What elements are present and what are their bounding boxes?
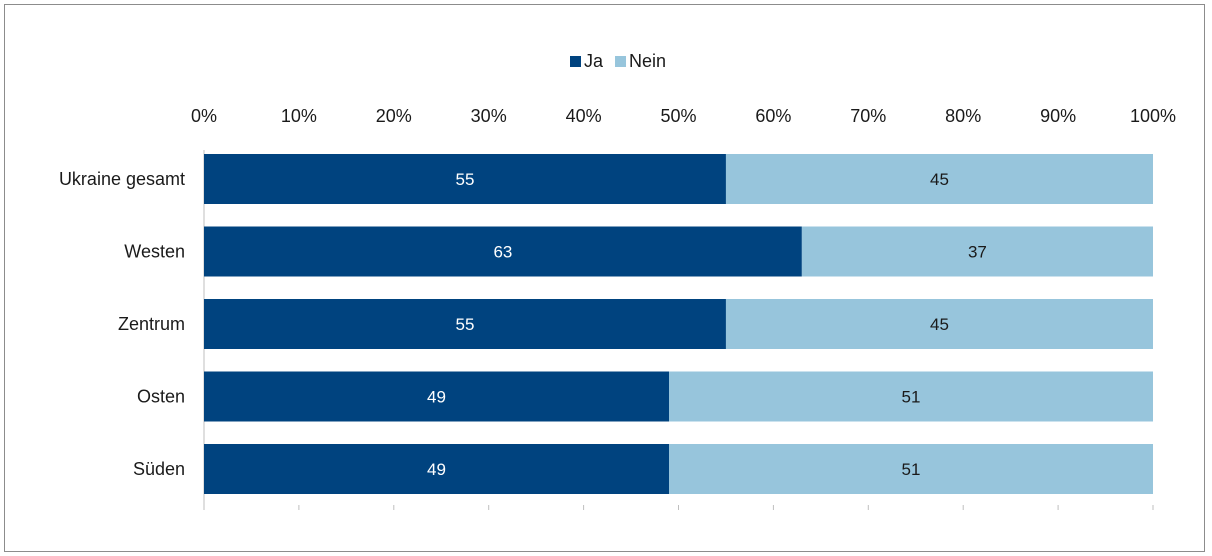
bar-value-label: 55 [456,315,475,334]
category-label: Zentrum [118,314,185,334]
x-tick-label: 10% [281,106,317,126]
chart-frame: Ja Nein 0% 10% 20% 30% 40% 50% 60% 70% 80% 90% 100%… [4,4,1205,552]
x-tick-label: 80% [945,106,981,126]
legend: Ja Nein [570,51,666,71]
x-axis-ticks: 0% 10% 20% 30% 40% 50% 60% 70% 80% 90% 100% [191,106,1176,126]
bar-nein [669,371,1153,422]
x-tick-label: 90% [1040,106,1076,126]
x-tick-label: 30% [471,106,507,126]
bar-nein [669,444,1153,494]
bar-value-label: 55 [456,170,475,189]
bars: 55 45 63 37 55 45 49 51 49 51 [204,154,1153,494]
category-label: Süden [133,459,185,479]
bar-ja [204,226,802,277]
bar-value-label: 37 [968,243,987,262]
bar-value-label: 51 [902,460,921,479]
category-label: Osten [137,387,185,407]
x-tick-label: 0% [191,106,217,126]
bar-ja [204,299,726,349]
bar-value-label: 63 [493,243,512,262]
x-tick-label: 20% [376,106,412,126]
bar-ja [204,371,670,422]
category-labels: Ukraine gesamt Westen Zentrum Osten Süden [59,169,185,479]
bar-nein [725,299,1153,349]
x-tick-label: 70% [850,106,886,126]
bar-value-label: 45 [930,170,949,189]
bar-nein [801,226,1153,277]
x-tick-label: 100% [1130,106,1176,126]
legend-label-nein: Nein [629,51,666,71]
category-label: Westen [124,242,185,262]
category-label: Ukraine gesamt [59,169,185,189]
legend-label-ja: Ja [584,51,604,71]
x-tick-label: 40% [566,106,602,126]
x-tick-label: 50% [660,106,696,126]
bar-value-label: 49 [427,460,446,479]
bar-value-label: 45 [930,315,949,334]
bar-ja [204,444,670,494]
bar-nein [725,154,1153,204]
legend-swatch-ja [570,56,581,67]
stacked-bar-chart: Ja Nein 0% 10% 20% 30% 40% 50% 60% 70% 80% 90% 100%… [59,51,1176,510]
x-tick-label: 60% [755,106,791,126]
legend-swatch-nein [615,56,627,67]
bar-value-label: 49 [427,388,446,407]
bar-value-label: 51 [902,388,921,407]
bar-ja [204,154,726,204]
